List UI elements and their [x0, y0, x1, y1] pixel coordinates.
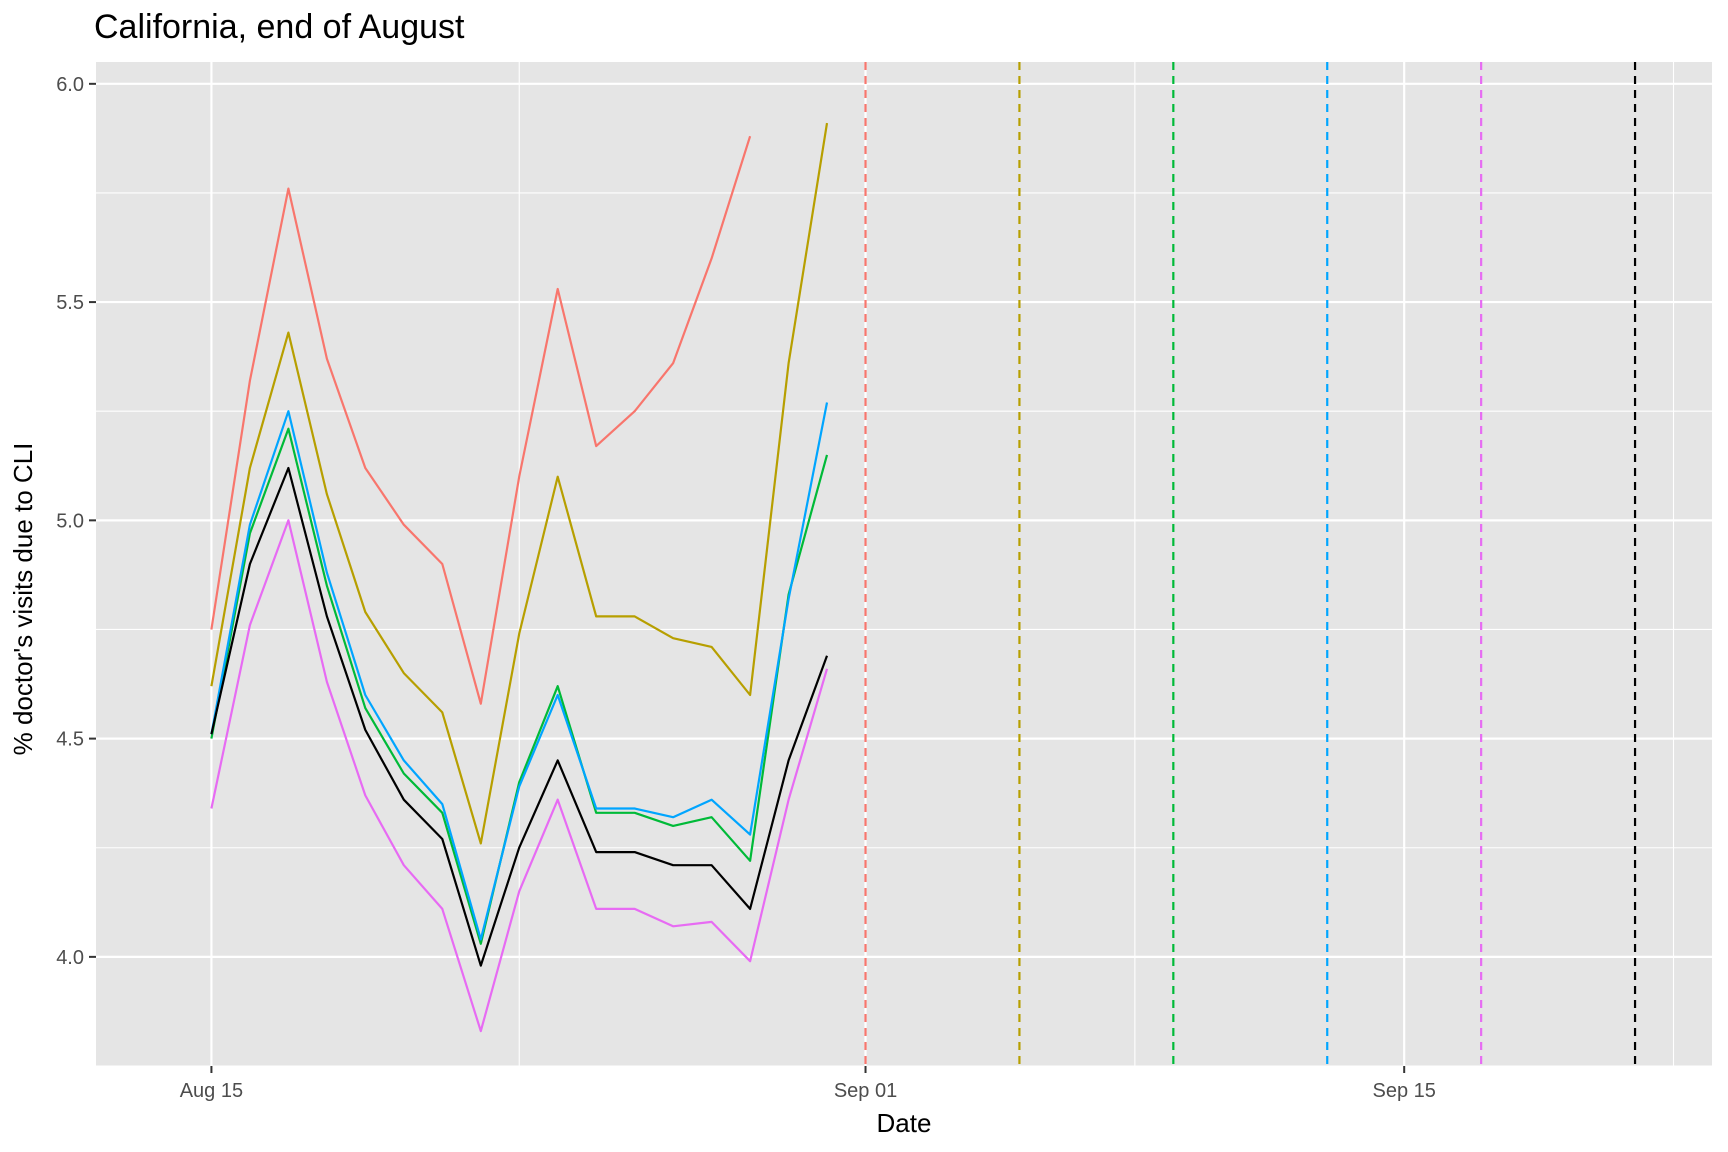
- series-line: [210, 135, 752, 705]
- y-axis-title: % doctor's visits due to CLI: [8, 443, 38, 756]
- y-tick-label: 4.5: [56, 729, 84, 751]
- y-tick-label: 5.0: [56, 510, 84, 532]
- series-line: [210, 427, 829, 945]
- x-axis-title: Date: [877, 1108, 932, 1138]
- minor-gridlines: [96, 62, 1712, 1067]
- y-tick-label: 5.5: [56, 292, 84, 314]
- series-line: [210, 402, 829, 941]
- series-lines: [210, 122, 829, 1033]
- y-tick-label: 4.0: [56, 947, 84, 969]
- chart-title: California, end of August: [94, 8, 465, 46]
- series-line: [210, 122, 829, 845]
- y-tick-label: 6.0: [56, 74, 84, 96]
- axis-ticks: [89, 82, 1406, 1073]
- series-line: [210, 519, 829, 1033]
- plot-panel: [96, 62, 1712, 1066]
- x-tick-label: Sep 01: [834, 1080, 897, 1102]
- x-tick-label: Aug 15: [180, 1080, 243, 1102]
- series-line: [210, 466, 829, 967]
- tick-labels: 4.0 4.5 5.0 5.5 6.0 Aug 15 Sep 01 Sep 15: [56, 74, 1436, 1102]
- major-gridlines: [96, 62, 1712, 1066]
- x-tick-label: Sep 15: [1372, 1080, 1435, 1102]
